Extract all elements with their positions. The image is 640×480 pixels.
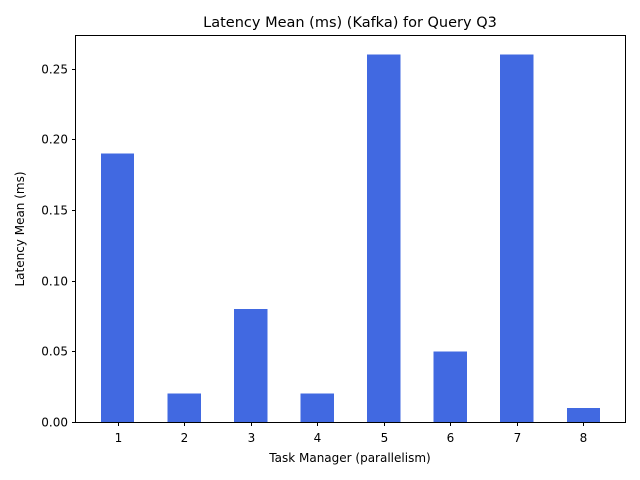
bar-8 <box>566 407 601 422</box>
x-tick-label: 2 <box>181 431 189 445</box>
x-tick-label: 8 <box>580 431 588 445</box>
bars-group <box>100 54 601 423</box>
y-tick-label: 0.00 <box>41 416 68 430</box>
y-tick-label: 0.05 <box>41 345 68 359</box>
x-tick-label: 5 <box>381 431 389 445</box>
x-tick-label: 6 <box>447 431 455 445</box>
y-tick-label: 0.10 <box>41 275 68 289</box>
y-tick-label: 0.15 <box>41 204 68 218</box>
y-tick-label: 0.20 <box>41 133 68 147</box>
bar-7 <box>500 54 534 422</box>
bar-5 <box>367 54 401 422</box>
chart-title: Latency Mean (ms) (Kafka) for Query Q3 <box>203 15 497 31</box>
x-tick-label: 3 <box>248 431 256 445</box>
x-tick-label: 4 <box>314 431 322 445</box>
bar-1 <box>100 153 135 423</box>
x-tick-label: 7 <box>514 431 522 445</box>
y-tick-label: 0.25 <box>41 63 68 77</box>
x-axis-label: Task Manager (parallelism) <box>268 451 430 465</box>
y-axis-label: Latency Mean (ms) <box>13 171 27 286</box>
bar-6 <box>433 351 467 422</box>
bar-4 <box>300 393 334 422</box>
y-axis-ticks: 0.00 0.05 0.10 0.15 0.20 0.25 <box>41 63 76 430</box>
x-axis-ticks: 1 2 3 4 5 6 7 8 <box>115 422 588 445</box>
x-tick-label: 1 <box>115 431 123 445</box>
bar-3 <box>234 308 268 422</box>
plot-frame <box>75 35 626 423</box>
bar-2 <box>167 393 201 422</box>
